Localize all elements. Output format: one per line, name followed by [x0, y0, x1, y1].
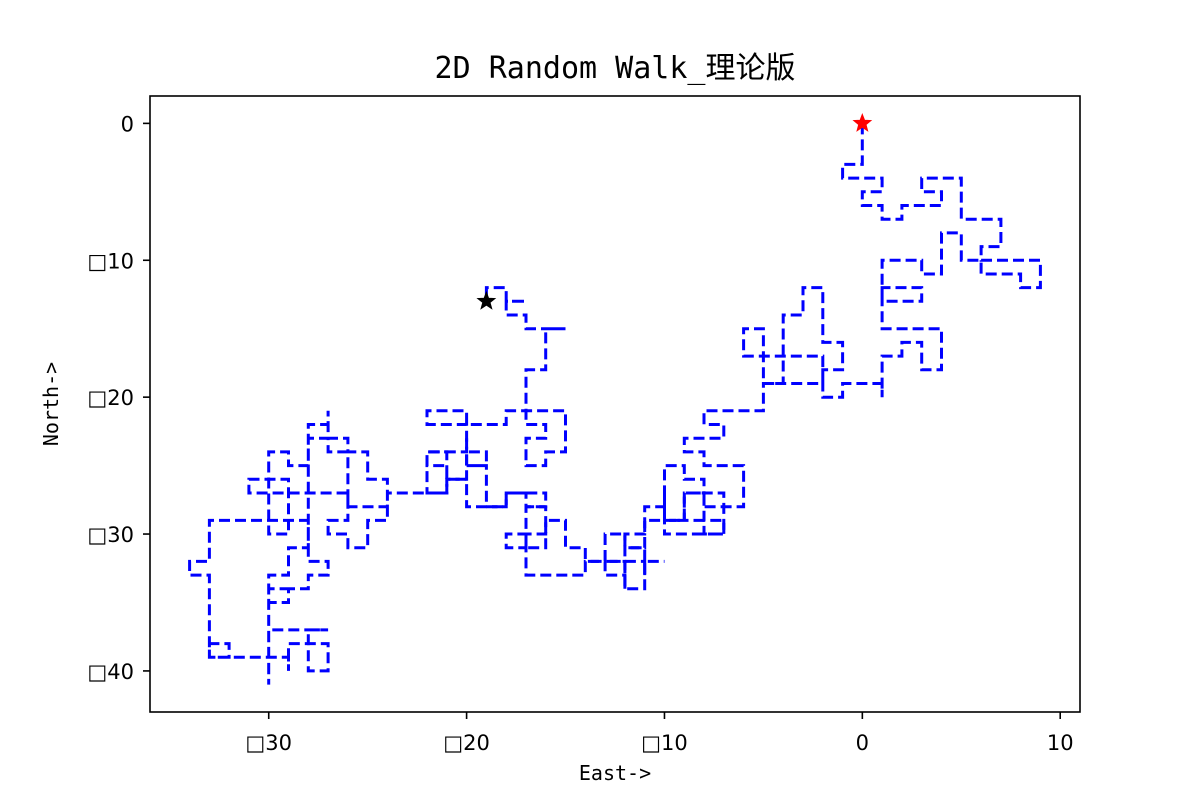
walk-series-1 — [427, 123, 1040, 588]
y-tick-label: □10 — [87, 249, 134, 273]
x-tick-label: □20 — [443, 731, 490, 755]
x-tick-label: 0 — [856, 731, 869, 755]
y-tick-label: □30 — [87, 523, 134, 547]
x-tick-label: □30 — [245, 731, 292, 755]
walk-series-2 — [190, 411, 467, 685]
y-axis: 0 □10 □20 □30 □40 — [87, 112, 150, 684]
y-axis-label: North-> — [39, 362, 63, 446]
x-tick-label: 10 — [1047, 731, 1074, 755]
plot-frame — [150, 96, 1080, 712]
end-marker — [478, 292, 495, 308]
x-axis: □30 □20 □10 0 10 — [245, 712, 1073, 755]
y-tick-label: □40 — [87, 660, 134, 684]
markers — [478, 114, 871, 308]
y-tick-label: 0 — [121, 112, 134, 136]
plot-area — [190, 123, 1041, 684]
x-axis-label: East-> — [579, 761, 651, 785]
y-tick-label: □20 — [87, 386, 134, 410]
x-tick-label: □10 — [641, 731, 688, 755]
chart-title: 2D Random Walk_理论版 — [435, 51, 796, 86]
